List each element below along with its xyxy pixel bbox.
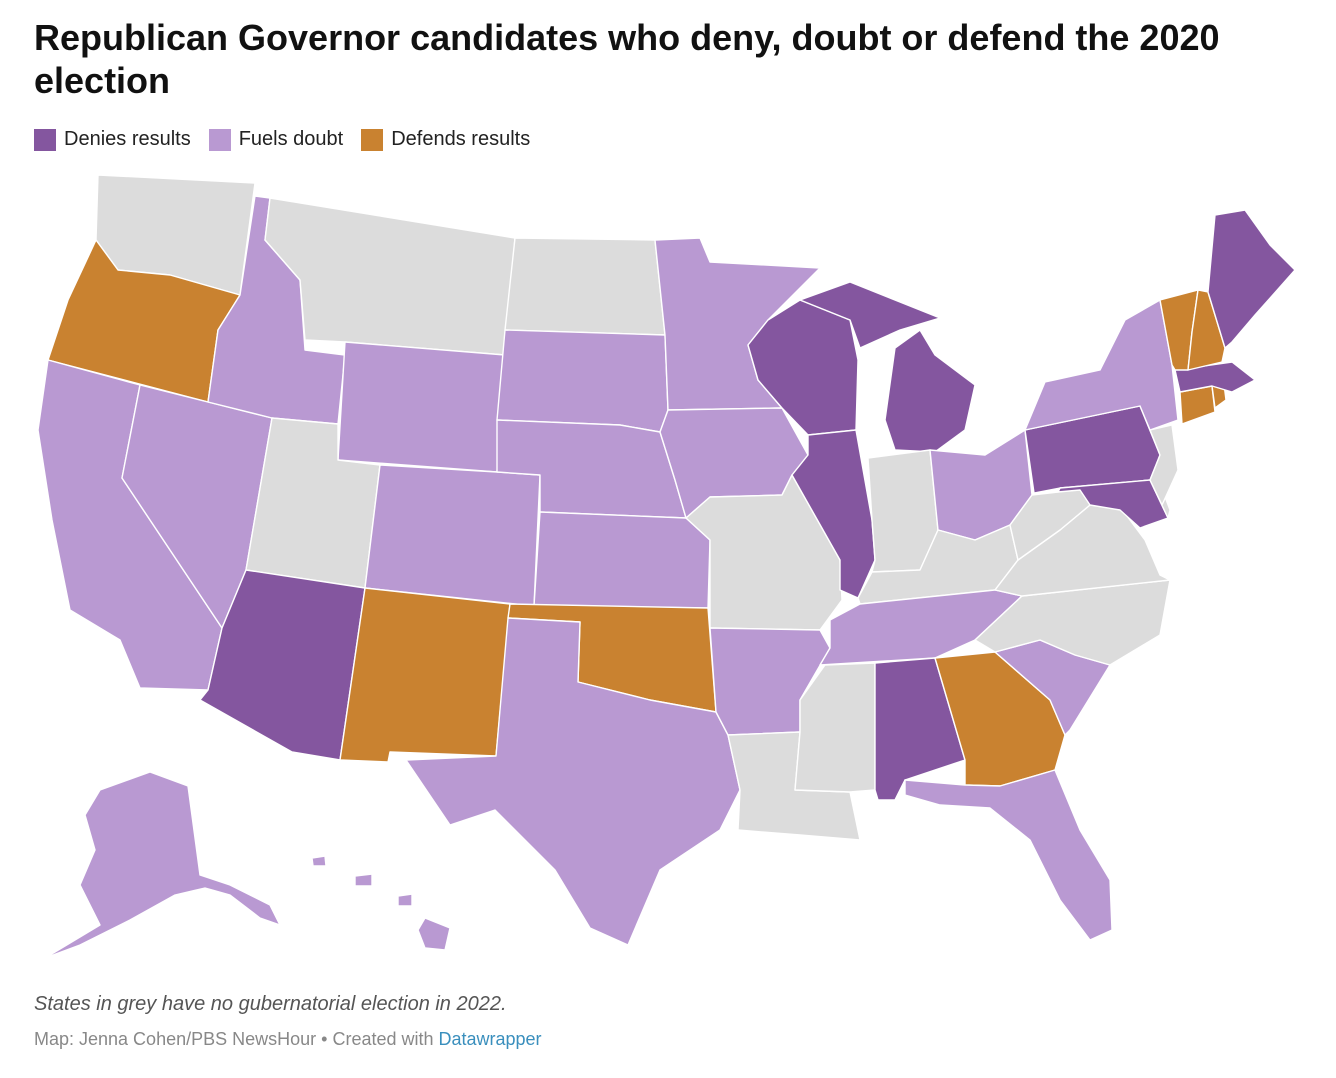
legend-item-defends: Defends results xyxy=(361,128,530,151)
state-kansas[interactable] xyxy=(533,511,711,609)
state-south-dakota[interactable] xyxy=(496,329,669,433)
legend-item-doubt: Fuels doubt xyxy=(208,128,344,151)
state-new-jersey[interactable] xyxy=(1149,424,1179,506)
map-title: Republican Governor candidates who deny,… xyxy=(34,17,1220,101)
legend-swatch-defends xyxy=(361,128,384,151)
state-north-dakota[interactable] xyxy=(504,237,666,336)
state-michigan[interactable] xyxy=(799,281,976,453)
credit-prefix: Map: Jenna Cohen/PBS NewsHour • Created … xyxy=(34,1029,439,1049)
state-florida[interactable] xyxy=(904,769,1113,941)
legend: Denies results Fuels doubt Defends resul… xyxy=(34,128,530,151)
state-new-york[interactable] xyxy=(1024,299,1179,431)
footnote: States in grey have no gubernatorial ele… xyxy=(34,993,507,1015)
state-alaska[interactable] xyxy=(44,771,281,959)
state-texas[interactable] xyxy=(405,617,741,946)
legend-item-denies: Denies results xyxy=(34,128,191,151)
state-wyoming[interactable] xyxy=(337,341,506,473)
state-massachusetts[interactable] xyxy=(1174,361,1256,393)
us-map xyxy=(37,174,1296,959)
datawrapper-link[interactable]: Datawrapper xyxy=(438,1029,542,1049)
state-wisconsin[interactable] xyxy=(747,299,859,436)
state-maine[interactable] xyxy=(1207,209,1296,349)
legend-swatch-doubt xyxy=(208,128,231,151)
legend-label-doubt: Fuels doubt xyxy=(238,128,344,150)
state-illinois[interactable] xyxy=(791,429,876,599)
legend-label-denies: Denies results xyxy=(64,128,191,150)
state-new-mexico[interactable] xyxy=(339,587,511,763)
legend-label-defends: Defends results xyxy=(391,128,531,150)
state-maryland[interactable] xyxy=(1057,479,1169,529)
credit-line: Map: Jenna Cohen/PBS NewsHour • Created … xyxy=(34,1029,542,1050)
legend-swatch-denies xyxy=(34,128,56,151)
state-hawaii[interactable] xyxy=(311,855,451,951)
state-colorado[interactable] xyxy=(364,464,541,607)
